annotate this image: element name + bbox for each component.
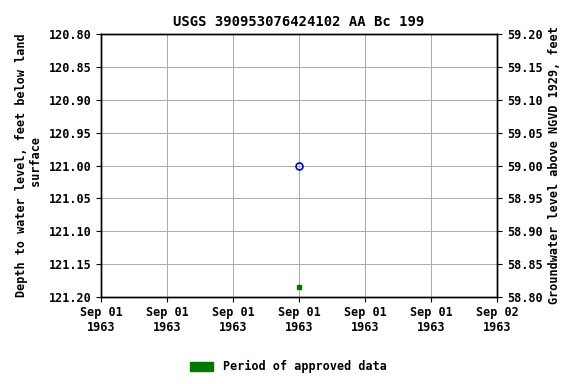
Title: USGS 390953076424102 AA Bc 199: USGS 390953076424102 AA Bc 199 [173, 15, 425, 29]
Legend: Period of approved data: Period of approved data [185, 356, 391, 378]
Y-axis label: Depth to water level, feet below land
 surface: Depth to water level, feet below land su… [15, 34, 43, 297]
Y-axis label: Groundwater level above NGVD 1929, feet: Groundwater level above NGVD 1929, feet [548, 26, 561, 305]
